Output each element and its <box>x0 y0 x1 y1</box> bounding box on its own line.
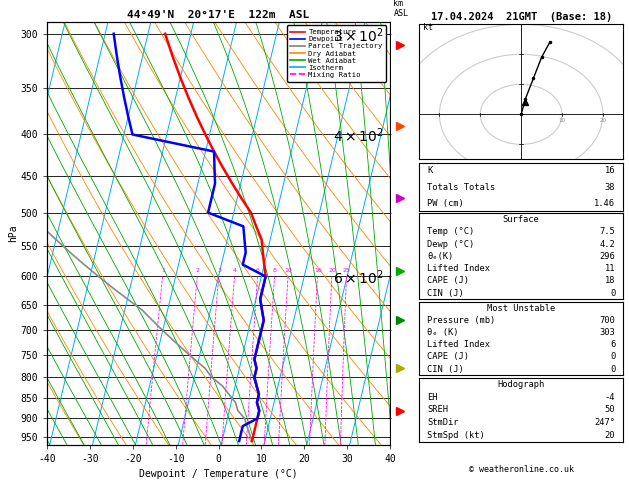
Text: 16: 16 <box>314 268 321 273</box>
Text: 0: 0 <box>610 352 615 362</box>
Text: kt: kt <box>423 23 433 32</box>
Text: Lifted Index: Lifted Index <box>427 340 490 349</box>
Text: 0: 0 <box>610 364 615 374</box>
Text: 20: 20 <box>599 118 606 123</box>
Text: CAPE (J): CAPE (J) <box>427 352 469 362</box>
Text: 17.04.2024  21GMT  (Base: 18): 17.04.2024 21GMT (Base: 18) <box>431 12 613 22</box>
Text: 8: 8 <box>273 268 277 273</box>
Text: 4.2: 4.2 <box>599 240 615 248</box>
Text: θₑ(K): θₑ(K) <box>427 252 454 261</box>
Text: 18: 18 <box>604 277 615 285</box>
Text: Pressure (mb): Pressure (mb) <box>427 316 496 325</box>
Text: 700: 700 <box>599 316 615 325</box>
Text: 296: 296 <box>599 252 615 261</box>
Text: EH: EH <box>427 393 438 401</box>
Text: Hodograph: Hodograph <box>498 380 545 389</box>
Legend: Temperature, Dewpoint, Parcel Trajectory, Dry Adiabat, Wet Adiabat, Isotherm, Mi: Temperature, Dewpoint, Parcel Trajectory… <box>287 25 386 82</box>
Text: 1.46: 1.46 <box>594 199 615 208</box>
Y-axis label: hPa: hPa <box>8 225 18 242</box>
Text: Most Unstable: Most Unstable <box>487 304 555 313</box>
Text: -4: -4 <box>604 393 615 401</box>
Text: 4: 4 <box>233 268 237 273</box>
Text: 25: 25 <box>343 268 351 273</box>
Text: Surface: Surface <box>503 215 540 224</box>
Text: © weatheronline.co.uk: © weatheronline.co.uk <box>469 465 574 474</box>
Text: K: K <box>427 166 432 175</box>
Text: 50: 50 <box>604 405 615 415</box>
Text: 10: 10 <box>559 118 565 123</box>
Text: Dewp (°C): Dewp (°C) <box>427 240 474 248</box>
Text: 10: 10 <box>284 268 292 273</box>
Text: Temp (°C): Temp (°C) <box>427 227 474 236</box>
Text: LCL: LCL <box>394 434 409 443</box>
Text: 2: 2 <box>196 268 200 273</box>
Text: StmDir: StmDir <box>427 418 459 427</box>
Text: CIN (J): CIN (J) <box>427 289 464 298</box>
Text: 247°: 247° <box>594 418 615 427</box>
Text: CAPE (J): CAPE (J) <box>427 277 469 285</box>
Text: Totals Totals: Totals Totals <box>427 183 496 191</box>
Text: km
ASL: km ASL <box>393 0 408 17</box>
Text: 6: 6 <box>256 268 260 273</box>
Text: Lifted Index: Lifted Index <box>427 264 490 273</box>
Text: StmSpd (kt): StmSpd (kt) <box>427 431 485 440</box>
Text: 7.5: 7.5 <box>599 227 615 236</box>
Text: 303: 303 <box>599 328 615 337</box>
Text: 38: 38 <box>604 183 615 191</box>
Text: CIN (J): CIN (J) <box>427 364 464 374</box>
Text: 20: 20 <box>328 268 336 273</box>
Text: 1: 1 <box>161 268 165 273</box>
Text: 3: 3 <box>217 268 221 273</box>
Text: θₑ (K): θₑ (K) <box>427 328 459 337</box>
Title: 44°49'N  20°17'E  122m  ASL: 44°49'N 20°17'E 122m ASL <box>128 10 309 20</box>
Text: 16: 16 <box>604 166 615 175</box>
Text: PW (cm): PW (cm) <box>427 199 464 208</box>
Text: 0: 0 <box>610 289 615 298</box>
Text: 11: 11 <box>604 264 615 273</box>
Text: 6: 6 <box>610 340 615 349</box>
Text: 20: 20 <box>604 431 615 440</box>
X-axis label: Dewpoint / Temperature (°C): Dewpoint / Temperature (°C) <box>139 469 298 479</box>
Text: SREH: SREH <box>427 405 448 415</box>
